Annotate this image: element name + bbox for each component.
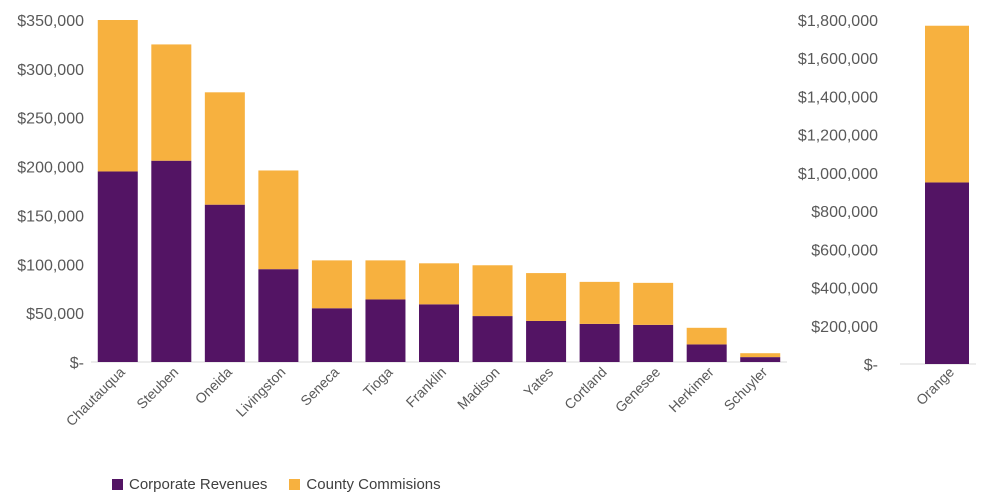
category-label-herkimer: Herkimer <box>665 364 717 416</box>
bar-county-commisions-yates <box>526 273 567 321</box>
category-label-genesee: Genesee <box>612 364 664 416</box>
legend-item-corporate-revenues: Corporate Revenues <box>112 476 267 493</box>
category-label-oneida: Oneida <box>192 364 235 407</box>
bar-corporate-revenues-yates <box>526 320 567 362</box>
legend-swatch-corporate-revenues <box>112 479 123 490</box>
bar-county-commisions-madison <box>472 265 513 317</box>
y-tick-label: $1,600,000 <box>798 51 878 68</box>
bar-corporate-revenues-herkimer <box>686 344 727 362</box>
bar-county-commisions-schuyler <box>740 353 781 358</box>
bar-corporate-revenues-schuyler <box>740 357 781 362</box>
bar-county-commisions-seneca <box>311 260 352 309</box>
y-tick-label: $1,200,000 <box>798 128 878 145</box>
y-tick-label: $- <box>70 355 84 372</box>
y-tick-label: $200,000 <box>17 160 84 177</box>
bar-corporate-revenues-livingston <box>258 269 299 362</box>
y-tick-label: $350,000 <box>17 13 84 30</box>
bar-corporate-revenues-oneida <box>204 204 245 362</box>
bar-corporate-revenues-steuben <box>151 160 192 362</box>
y-tick-label: $250,000 <box>17 111 84 128</box>
bar-corporate-revenues-madison <box>472 316 513 362</box>
bar-county-commisions-tioga <box>365 260 406 300</box>
chart-area: $- $50,000 $100,000 $150,000 $200,000 $250,00… <box>17 13 976 429</box>
bar-county-commisions-herkimer <box>686 327 727 345</box>
bar-county-commisions-orange <box>925 25 969 183</box>
bar-county-commisions-genesee <box>633 282 674 325</box>
y-tick-label: $50,000 <box>26 306 84 323</box>
category-label-tioga: Tioga <box>360 364 396 400</box>
category-label-yates: Yates <box>520 364 556 400</box>
y-tick-label: $100,000 <box>17 257 84 274</box>
bar-county-commisions-oneida <box>204 92 245 205</box>
bar-corporate-revenues-tioga <box>365 299 406 362</box>
bar-corporate-revenues-franklin <box>419 304 459 362</box>
legend-swatch-county-commisions <box>289 479 301 490</box>
y-tick-label: $300,000 <box>17 62 84 79</box>
legend-item-county-commisions: County Commisions <box>289 476 441 493</box>
bar-corporate-revenues-cortland <box>579 323 620 362</box>
bar-corporate-revenues-chautauqua <box>97 171 138 362</box>
category-label-seneca: Seneca <box>297 364 342 409</box>
bar-county-commisions-chautauqua <box>97 20 138 172</box>
category-label-madison: Madison <box>454 364 503 413</box>
y-tick-label: $1,800,000 <box>798 13 878 30</box>
bar-county-commisions-franklin <box>419 263 459 305</box>
y-tick-label: $1,000,000 <box>798 166 878 183</box>
category-label-orange: Orange <box>913 364 957 408</box>
y-tick-label: $150,000 <box>17 208 84 225</box>
bar-corporate-revenues-seneca <box>311 308 352 362</box>
category-label-chautauqua: Chautauqua <box>63 364 128 429</box>
category-label-livingston: Livingston <box>233 364 289 420</box>
bar-county-commisions-livingston <box>258 170 299 270</box>
bar-county-commisions-steuben <box>151 44 192 161</box>
y-tick-label: $1,400,000 <box>798 89 878 106</box>
bar-corporate-revenues-genesee <box>633 324 674 362</box>
category-label-cortland: Cortland <box>561 364 610 413</box>
legend: Corporate Revenues County Commisions <box>112 476 441 493</box>
category-label-schuyler: Schuyler <box>721 364 771 414</box>
y-tick-label: $600,000 <box>811 242 878 259</box>
y-tick-label: $400,000 <box>811 281 878 298</box>
bar-corporate-revenues-orange <box>925 182 969 364</box>
bar-county-commisions-cortland <box>579 281 620 324</box>
y-tick-label: $- <box>864 357 878 374</box>
y-tick-label: $800,000 <box>811 204 878 221</box>
y-tick-label: $200,000 <box>811 319 878 336</box>
legend-label-county-commisions: County Commisions <box>306 476 441 493</box>
category-label-franklin: Franklin <box>403 364 450 411</box>
legend-label-corporate-revenues: Corporate Revenues <box>129 476 268 493</box>
category-label-steuben: Steuben <box>133 364 181 412</box>
